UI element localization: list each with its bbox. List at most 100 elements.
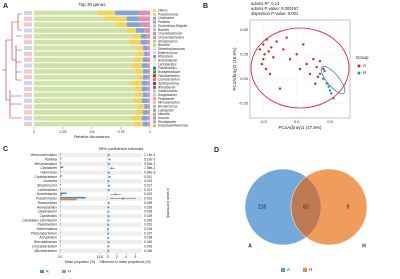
bar-segment [140, 22, 150, 27]
point [315, 65, 318, 69]
p-value: 0.023 [144, 197, 152, 201]
difference-point [121, 197, 124, 200]
category-label: Dyadobacter [38, 210, 58, 214]
x-tick-label: 1 [149, 130, 151, 134]
category-label: Azospirillum [38, 236, 57, 240]
legend-swatch [153, 85, 156, 89]
point [323, 69, 326, 73]
bar-segment [141, 98, 148, 104]
x-tick-label: 0.25 [60, 130, 67, 134]
panel-label: A [3, 3, 8, 10]
bar [60, 209, 61, 212]
sample-label-box [24, 51, 32, 56]
legend-swatch [303, 268, 307, 272]
legend-label: H [309, 267, 312, 272]
point [264, 67, 268, 71]
dendrogram [2, 13, 22, 119]
x-tick-label: 0.5 [90, 130, 95, 134]
legend-label: Xanthomonas [157, 89, 178, 93]
bar-segment [34, 16, 104, 22]
difference-point [107, 241, 110, 244]
bar-segment [137, 74, 144, 80]
difference-point [107, 154, 110, 157]
sample-label-box [24, 81, 32, 86]
legend-swatch [153, 97, 156, 101]
bar-segment [143, 110, 148, 115]
legend-label: Clavibacter [158, 16, 175, 20]
bar [60, 157, 62, 160]
p-value: 7.58e-3 [144, 166, 155, 170]
bar-segment [34, 33, 133, 39]
point [278, 87, 282, 90]
bar-segment [147, 51, 150, 57]
bar-segment [132, 98, 142, 104]
bar-segment [143, 92, 148, 98]
category-label: Lactobacillus [38, 188, 57, 192]
legend-swatch [153, 24, 156, 28]
sample-label-box [24, 75, 32, 80]
legend-label: Bacillus [158, 28, 169, 32]
p-value: 0.040 [144, 240, 152, 244]
difference-point [107, 202, 110, 205]
bar-segment [146, 39, 150, 45]
bar [60, 201, 61, 203]
bar-segment [133, 86, 142, 92]
p-value: 0.028 [144, 205, 152, 209]
legend-label: Massilia [158, 112, 170, 116]
panel-label: C [3, 146, 8, 153]
bar [60, 244, 61, 247]
p-axis-label: p-value (corrected) [166, 188, 170, 217]
x-axis-label: PCoA(bray)1 (47.8%) [278, 125, 322, 130]
p-value: 0.025 [144, 201, 152, 205]
legend-swatch [153, 62, 156, 66]
bar [60, 162, 62, 164]
bar-segment [147, 69, 150, 74]
bar-segment [126, 22, 141, 27]
x2-tick-label: 4 [125, 255, 127, 259]
p-value: 0.021 [144, 188, 152, 192]
legend-label: Rhizobium [158, 55, 173, 59]
point [295, 53, 298, 56]
bar-segment [132, 33, 141, 39]
bar-segment [34, 121, 134, 127]
legend-label: Arthrobacter [157, 85, 176, 89]
row-band [58, 170, 142, 175]
x-axis-label: Mean proportion (%) [65, 260, 95, 264]
confidence-ellipse [320, 66, 346, 94]
bar-segment [34, 28, 127, 33]
category-label: Roseomonas [38, 201, 58, 205]
y-tick-label: 0.25 [240, 51, 249, 56]
legend-swatch [153, 47, 156, 51]
point [282, 48, 285, 51]
legend-label: Rhodobacter [158, 120, 177, 124]
legend-swatch [153, 9, 156, 13]
legend-swatch [153, 39, 156, 43]
bar-segment [133, 57, 144, 63]
legend-label: Microbacterium [158, 101, 180, 105]
x-axis-label: Relative Abundance [74, 134, 110, 139]
category-label: Pantoea [45, 157, 57, 161]
bar-segment [136, 45, 144, 51]
legend-label: Streptomyces [158, 39, 178, 43]
legend-label: Pseudoxanthomonas [158, 124, 188, 128]
row-band [58, 213, 142, 219]
bar-segment [34, 69, 135, 74]
legend-label: Corynebacterium [158, 32, 183, 36]
p-value: 0.017 [144, 184, 152, 188]
p-value: 1.74e-3 [144, 153, 155, 157]
panel-label: B [203, 3, 208, 10]
bar-segment [34, 104, 139, 109]
legend-swatch [153, 74, 156, 78]
bar-segment [34, 86, 134, 92]
bar-segment [143, 121, 148, 127]
category-label: Cupriavidus [40, 214, 58, 218]
sample-label-box [24, 104, 32, 109]
difference-point [108, 175, 111, 178]
bar [60, 249, 61, 251]
x2-axis-label: Difference in mean proportions (%) [99, 260, 150, 264]
bar [60, 192, 67, 195]
legend-swatch [153, 28, 156, 32]
legend-label: Others [158, 9, 168, 13]
bar-segment [147, 74, 150, 80]
